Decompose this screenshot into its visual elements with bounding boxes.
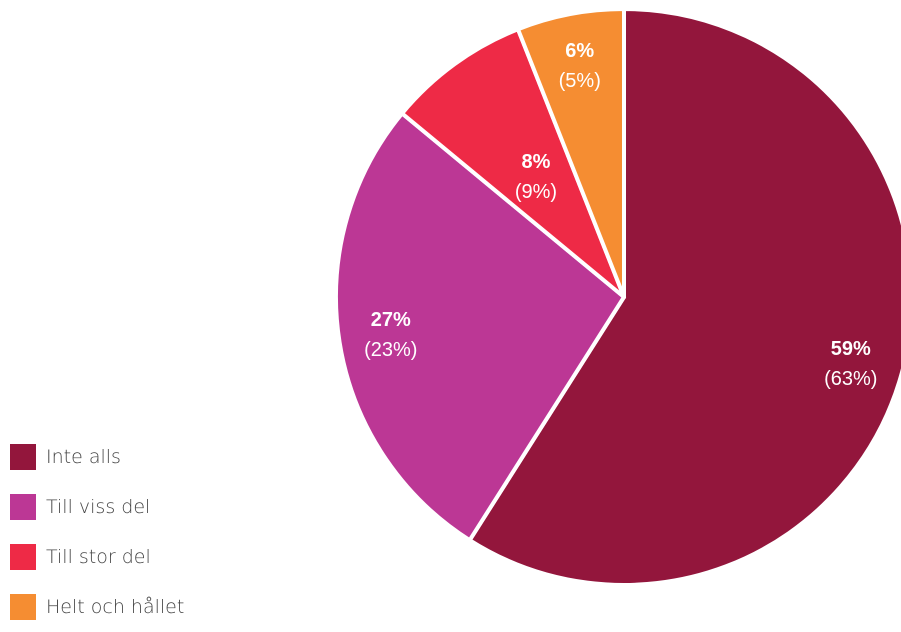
pie-slice-helt-och-hallet xyxy=(515,7,626,299)
slice-previous-label: (23%) xyxy=(364,339,417,361)
legend-swatch-till-stor-del xyxy=(10,544,36,570)
slice-value-label: 6% xyxy=(565,40,594,62)
slice-value-label: 27% xyxy=(371,309,411,331)
slice-value-label: 8% xyxy=(522,151,551,173)
legend-item-till-stor-del: Till stor del xyxy=(10,532,184,582)
slice-previous-label: (5%) xyxy=(559,70,601,92)
legend-swatch-inte-alls xyxy=(10,444,36,470)
slice-previous-label: (9%) xyxy=(515,181,557,203)
legend-item-helt-och-hallet: Helt och hållet xyxy=(10,582,184,632)
legend-label: Till viss del xyxy=(46,496,151,518)
legend-item-inte-alls: Inte alls xyxy=(10,432,184,482)
legend-swatch-helt-och-hallet xyxy=(10,594,36,620)
pie-slice-till-stor-del xyxy=(400,27,626,299)
legend-label: Inte alls xyxy=(46,446,121,468)
slice-previous-label: (63%) xyxy=(824,368,877,390)
legend-swatch-till-viss-del xyxy=(10,494,36,520)
slice-value-label: 59% xyxy=(831,338,871,360)
pie-slice-till-viss-del xyxy=(334,111,626,543)
legend-item-till-viss-del: Till viss del xyxy=(10,482,184,532)
chart-legend: Inte alls Till viss del Till stor del He… xyxy=(10,432,184,632)
pie-chart: 59% (63%) 27% (23%) 8% (9%) 6% (5%) xyxy=(334,7,901,587)
legend-label: Till stor del xyxy=(46,546,151,568)
legend-label: Helt och hållet xyxy=(46,596,185,618)
